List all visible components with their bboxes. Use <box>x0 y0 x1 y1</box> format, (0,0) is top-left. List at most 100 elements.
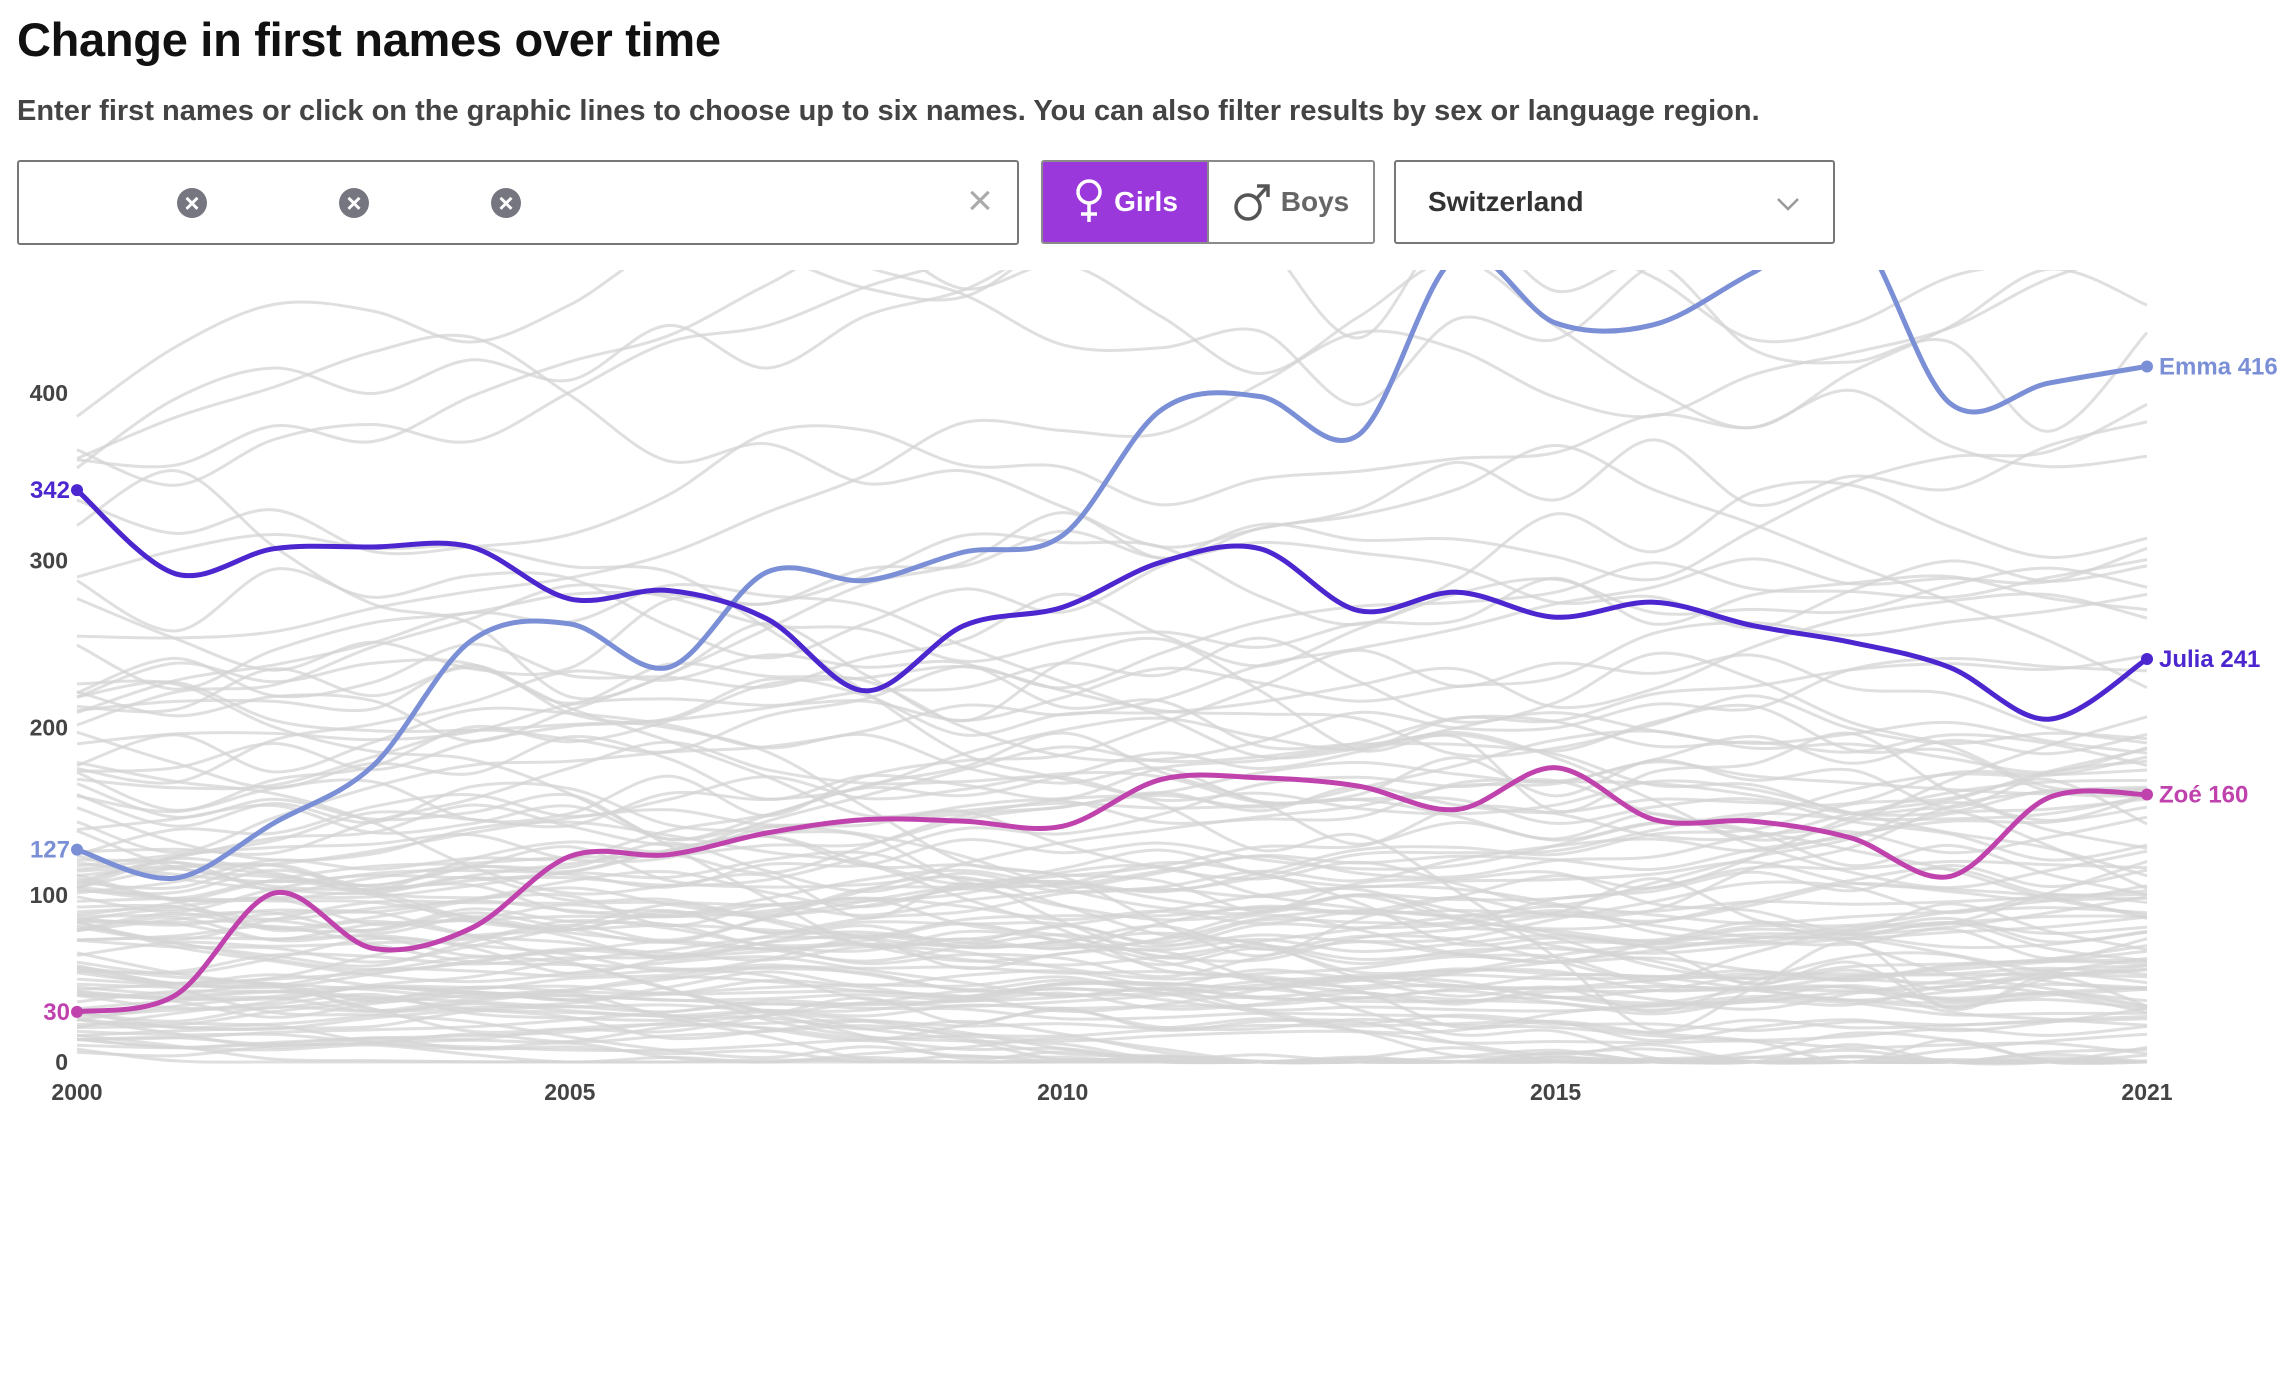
background-name-lines[interactable] <box>76 270 2149 1066</box>
background-line[interactable] <box>76 1022 2148 1056</box>
background-line[interactable] <box>76 949 2148 1038</box>
name-trend-chart: 127 Emma 416 342 Julia 241 30 Zoé 160 0 100 200… <box>30 270 2278 1105</box>
background-line[interactable] <box>76 1013 2148 1044</box>
x-tick-label: 2021 <box>2121 1079 2172 1105</box>
background-line[interactable] <box>76 892 2148 1029</box>
series-start-point[interactable] <box>71 1005 83 1018</box>
background-line[interactable] <box>76 703 2148 801</box>
series-start-label: 127 <box>30 837 70 864</box>
series-line-zoé[interactable] <box>76 765 2148 1015</box>
x-tick-label: 2015 <box>1530 1079 1581 1105</box>
background-line[interactable] <box>76 546 2148 854</box>
series-start-label: 30 <box>43 999 70 1026</box>
background-line[interactable] <box>76 270 2147 470</box>
series-end-point[interactable] <box>2141 360 2153 373</box>
series-line-emma[interactable] <box>76 270 2148 882</box>
highlighted-series[interactable]: 127 Emma 416 342 Julia 241 30 Zoé 160 <box>30 270 2278 1026</box>
background-line[interactable] <box>76 714 2148 890</box>
name-chip-label: Zoé <box>425 187 475 218</box>
x-tick-label: 2005 <box>544 1079 595 1105</box>
background-line[interactable] <box>76 574 2148 727</box>
series-end-label: Zoé 160 <box>2159 781 2248 808</box>
background-line[interactable] <box>76 592 2148 773</box>
background-line[interactable] <box>76 834 2148 920</box>
series-end-point[interactable] <box>2141 788 2153 801</box>
x-tick-label: 2000 <box>51 1079 102 1105</box>
remove-chip-icon[interactable]: × <box>491 188 521 218</box>
series-line-julia[interactable] <box>75 488 2149 722</box>
background-line[interactable] <box>76 270 2147 487</box>
background-line[interactable] <box>76 566 2148 699</box>
series-end-label: Emma 416 <box>2159 353 2278 380</box>
background-line[interactable] <box>76 665 2148 812</box>
girls-button[interactable]: Girls <box>1043 162 1207 242</box>
background-line[interactable] <box>76 885 2148 1066</box>
y-tick-label: 300 <box>30 547 68 573</box>
chevron-down-icon <box>1777 198 1799 211</box>
name-chip-emma[interactable]: Emma × <box>52 170 224 236</box>
background-line[interactable] <box>76 747 2148 942</box>
background-line[interactable] <box>76 812 2148 903</box>
background-line[interactable] <box>76 636 2148 793</box>
name-chip-zoe[interactable]: Zoé × <box>397 170 538 236</box>
background-line[interactable] <box>76 760 2148 968</box>
background-line[interactable] <box>76 880 2148 947</box>
series-start-point[interactable] <box>71 843 83 856</box>
background-line[interactable] <box>76 270 2147 418</box>
x-tick-label: 2010 <box>1037 1079 1088 1105</box>
background-line[interactable] <box>76 270 2147 640</box>
background-line[interactable] <box>76 967 2148 1008</box>
name-chip-label: Emma <box>80 187 165 218</box>
background-line[interactable] <box>76 480 2148 676</box>
background-line[interactable] <box>77 270 2147 407</box>
girls-label: Girls <box>1114 186 1178 217</box>
name-chip-label: Julia <box>262 187 326 218</box>
x-axis: 2000 2005 2010 2015 2021 <box>51 1079 2172 1105</box>
background-line[interactable] <box>76 903 2148 1003</box>
background-line[interactable] <box>76 656 2148 763</box>
y-tick-label: 100 <box>30 882 68 908</box>
background-line[interactable] <box>76 1036 2147 1065</box>
region-select-value: Switzerland <box>1428 186 1584 217</box>
page-subtitle: Enter first names or click on the graphi… <box>17 95 1760 127</box>
remove-chip-icon[interactable]: × <box>339 188 369 218</box>
background-line[interactable] <box>76 966 2148 1049</box>
series-start-label: 342 <box>30 477 70 504</box>
background-line[interactable] <box>76 270 2148 469</box>
series-start-point[interactable] <box>71 484 83 497</box>
remove-chip-icon[interactable]: × <box>177 188 207 218</box>
background-line[interactable] <box>76 706 2148 809</box>
y-tick-label: 400 <box>30 380 68 406</box>
boys-button[interactable]: Boys <box>1207 162 1373 242</box>
background-line[interactable] <box>76 775 2148 897</box>
male-icon <box>1234 184 1270 221</box>
background-line[interactable] <box>76 582 2148 842</box>
close-icon[interactable]: × <box>967 176 993 225</box>
background-line[interactable] <box>76 729 2148 917</box>
region-select[interactable]: Switzerland <box>1394 160 1835 244</box>
background-line[interactable] <box>76 978 2148 1012</box>
series-end-label: Julia 241 <box>2159 646 2260 673</box>
background-line[interactable] <box>76 778 2148 868</box>
background-line[interactable] <box>76 558 2148 791</box>
background-line[interactable] <box>76 403 2148 660</box>
background-line[interactable] <box>76 1002 2148 1042</box>
background-line[interactable] <box>76 770 2148 917</box>
background-line[interactable] <box>76 654 2148 892</box>
y-tick-label: 200 <box>30 715 68 741</box>
background-line[interactable] <box>76 965 2148 1035</box>
background-line[interactable] <box>76 529 2148 691</box>
background-line[interactable] <box>76 868 2148 950</box>
background-line[interactable] <box>76 443 2148 743</box>
boys-label: Boys <box>1280 186 1350 217</box>
background-line[interactable] <box>76 805 2148 975</box>
background-line[interactable] <box>76 924 2148 1011</box>
y-tick-label: 0 <box>55 1049 68 1075</box>
background-line[interactable] <box>76 333 2148 549</box>
y-axis: 0100200300400500600 <box>30 380 68 1075</box>
sex-toggle: Girls Boys <box>1041 160 1375 244</box>
series-end-point[interactable] <box>2141 653 2153 666</box>
page-title: Change in first names over time <box>17 13 721 66</box>
name-chip-julia[interactable]: Julia × <box>234 170 386 236</box>
background-line[interactable] <box>76 795 2148 889</box>
